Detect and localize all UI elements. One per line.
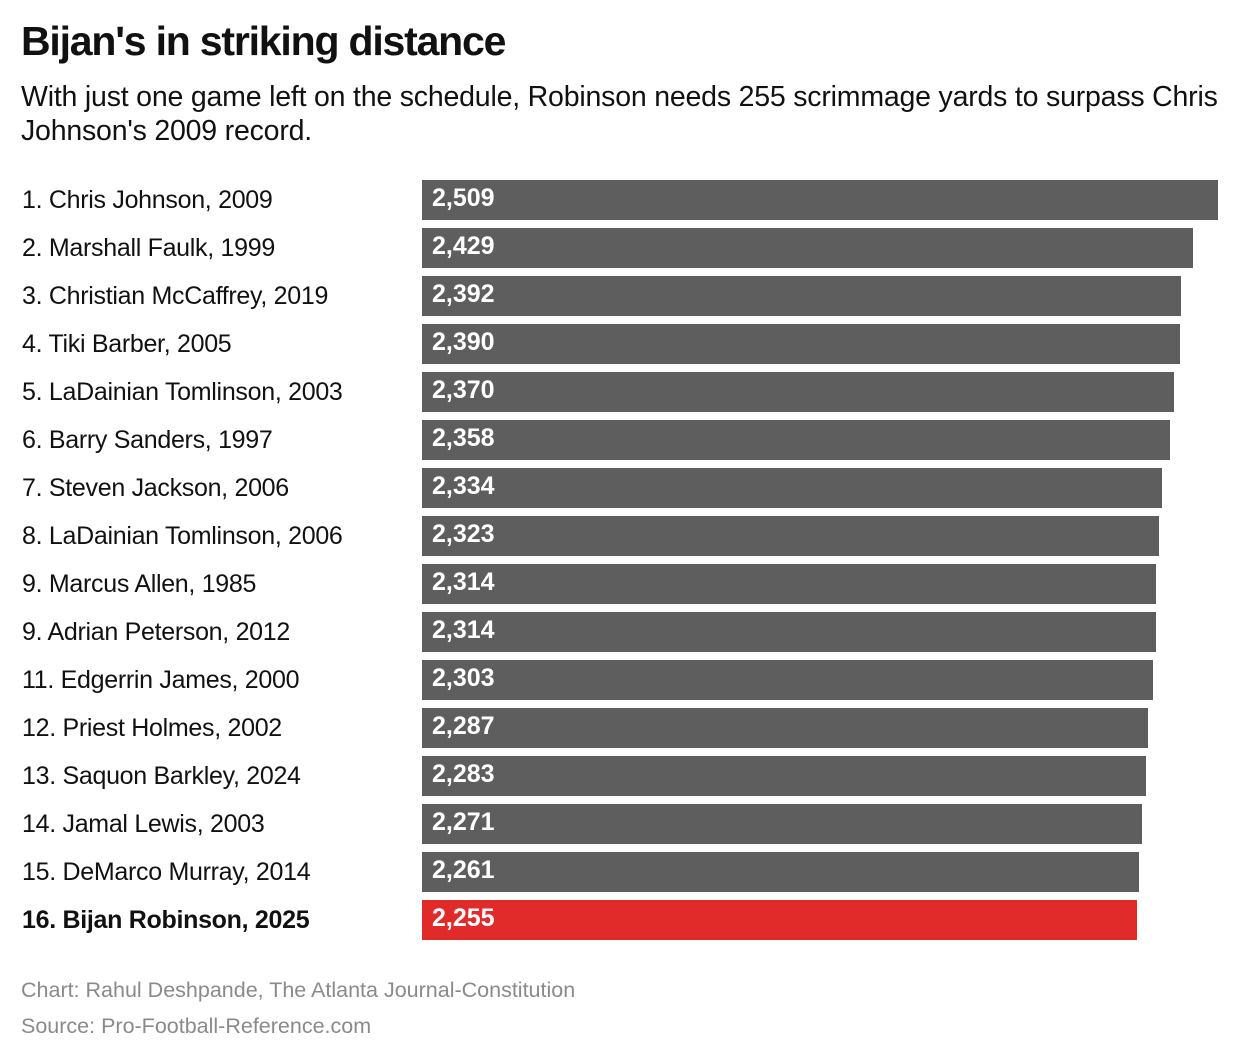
value-label: 2,392: [432, 280, 495, 308]
value-label: 2,509: [432, 184, 495, 212]
bar: [422, 708, 1148, 748]
category-label: 8. LaDainian Tomlinson, 2006: [22, 522, 343, 550]
value-label: 2,287: [432, 712, 495, 740]
bar: [422, 180, 1218, 220]
bar: [422, 756, 1147, 796]
bar: [422, 324, 1181, 364]
value-label: 2,271: [432, 808, 495, 836]
value-label: 2,323: [432, 520, 495, 548]
bar: [422, 804, 1143, 844]
category-label: 12. Priest Holmes, 2002: [22, 714, 282, 742]
bar: [422, 564, 1157, 604]
category-label: 2. Marshall Faulk, 1999: [22, 234, 275, 262]
category-label: 13. Saquon Barkley, 2024: [22, 762, 301, 790]
value-label: 2,283: [432, 760, 495, 788]
bar: [422, 420, 1171, 460]
category-label: 14. Jamal Lewis, 2003: [22, 810, 265, 838]
value-label: 2,334: [432, 472, 495, 500]
value-label: 2,314: [432, 616, 495, 644]
bar: [422, 372, 1174, 412]
category-label: 9. Marcus Allen, 1985: [22, 570, 257, 598]
category-label: 6. Barry Sanders, 1997: [22, 426, 273, 454]
chart-credit: Chart: Rahul Deshpande, The Atlanta Jour…: [21, 978, 576, 1002]
value-label: 2,390: [432, 328, 495, 356]
chart-subtitle: With just one game left on the schedule,…: [21, 81, 1218, 147]
category-label: 1. Chris Johnson, 2009: [22, 186, 273, 214]
value-label: 2,429: [432, 232, 495, 260]
category-label: 11. Edgerrin James, 2000: [22, 666, 300, 694]
bar-highlight: [422, 900, 1138, 940]
value-label: 2,255: [432, 904, 495, 932]
value-label: 2,358: [432, 424, 495, 452]
category-label: 5. LaDainian Tomlinson, 2003: [22, 378, 343, 406]
category-label: 15. DeMarco Murray, 2014: [22, 858, 311, 886]
value-label: 2,314: [432, 568, 495, 596]
category-label: 3. Christian McCaffrey, 2019: [22, 282, 329, 310]
chart-title: Bijan's in striking distance: [21, 18, 506, 64]
bar: [422, 660, 1153, 700]
value-label: 2,261: [432, 856, 495, 884]
bar: [422, 276, 1181, 316]
value-label: 2,370: [432, 376, 495, 404]
category-label: 16. Bijan Robinson, 2025: [22, 906, 310, 934]
bar: [422, 516, 1159, 556]
value-label: 2,303: [432, 664, 495, 692]
category-label: 9. Adrian Peterson, 2012: [22, 618, 290, 646]
chart-source: Source: Pro-Football-Reference.com: [21, 1014, 372, 1038]
category-label: 4. Tiki Barber, 2005: [22, 330, 232, 358]
bar: [422, 228, 1193, 268]
bar: [422, 468, 1163, 508]
bar: [422, 852, 1140, 892]
category-label: 7. Steven Jackson, 2006: [22, 474, 289, 502]
bar: [422, 612, 1157, 652]
